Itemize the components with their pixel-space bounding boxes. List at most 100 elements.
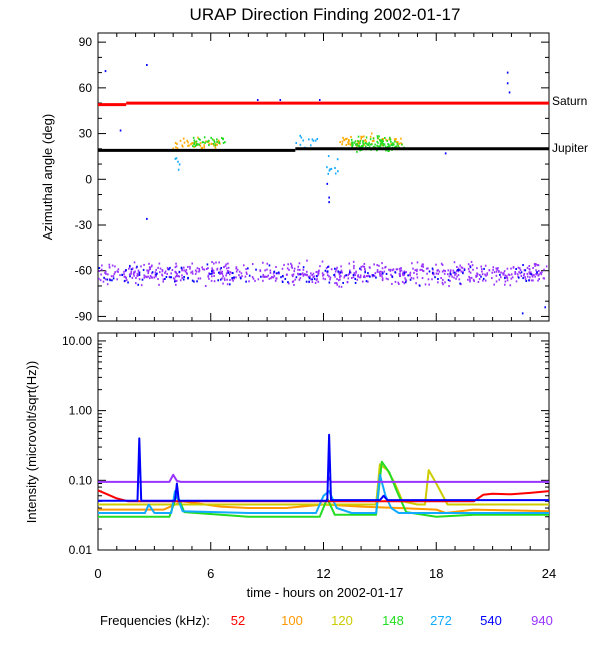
azimuth-point-940 [502, 273, 505, 276]
azimuth-point-940 [254, 279, 256, 282]
azimuth-point-940 [491, 277, 493, 280]
legend-entries: 52 100 120 148 272 540 940 [231, 613, 553, 628]
azimuth-point-540 [463, 269, 466, 272]
azimuth-point-148 [368, 143, 370, 146]
azimuth-point-940 [130, 272, 132, 275]
azimuth-point-940 [526, 272, 529, 275]
azimuth-point-540 [324, 269, 327, 272]
azimuth-point-940 [486, 272, 489, 275]
azimuth-point-940 [208, 272, 210, 275]
azimuth-point-940 [467, 278, 469, 281]
azimuth-point-940 [528, 272, 531, 275]
azimuth-point-940 [281, 267, 284, 270]
azimuth-point-940 [391, 282, 393, 285]
azimuth-point-540 [183, 275, 185, 278]
azimuth-point-940 [498, 278, 501, 281]
azimuth-point-272 [295, 142, 298, 145]
azimuth-point-940 [523, 274, 525, 277]
azimuth-point-940 [215, 261, 217, 264]
azimuth-point-940 [484, 264, 487, 267]
azimuth-point-148 [386, 139, 388, 142]
azimuth-point-940 [226, 283, 229, 286]
azimuth-point-540 [137, 283, 140, 286]
azimuth-point-120 [176, 147, 179, 150]
azimuth-point-940 [175, 283, 177, 286]
azimuth-point-940 [510, 277, 513, 280]
azimuth-point-540 [449, 273, 452, 276]
azimuth-point-940 [262, 273, 265, 276]
azimuth-point-940 [511, 276, 514, 279]
azimuth-point-940 [455, 272, 457, 275]
azimuth-point-940 [315, 270, 318, 273]
azimuth-point-940 [299, 277, 302, 280]
azimuth-point-940 [500, 271, 502, 274]
azimuth-point-940 [133, 271, 135, 274]
azimuth-point-940 [460, 283, 462, 286]
azimuth-point-148 [193, 143, 195, 146]
azimuth-point-940 [310, 272, 312, 275]
azimuth-point-940 [186, 272, 188, 275]
azimuth-point-148 [224, 141, 226, 144]
azimuth-point-148 [381, 142, 383, 145]
azimuth-point-940 [157, 278, 159, 281]
azimuth-point-148 [389, 138, 392, 141]
azimuth-point-272 [299, 134, 302, 137]
azimuth-point-940 [390, 273, 392, 276]
azimuth-point-940 [99, 279, 102, 282]
azimuth-point-940 [355, 271, 357, 274]
azimuth-point-940 [204, 284, 207, 287]
azimuth-point-940 [213, 280, 216, 283]
azimuth-point-148 [195, 140, 198, 143]
azimuth-point-120 [205, 140, 207, 143]
azimuth-point-940 [379, 270, 382, 273]
azimuth-point-940 [313, 275, 315, 278]
azimuth-point-120 [214, 146, 217, 149]
azimuth-point-148 [376, 140, 379, 143]
azimuth-point-940 [100, 268, 103, 271]
azimuth-point-940 [389, 268, 392, 271]
azimuth-point-940 [246, 272, 248, 275]
azimuth-point-540 [106, 278, 109, 281]
azimuth-point-940 [264, 269, 266, 272]
azimuth-point-540 [431, 272, 434, 275]
azimuth-point-940 [354, 274, 357, 277]
azimuth-point-540 [275, 272, 278, 275]
azimuth-point-940 [352, 276, 355, 279]
azimuth-point-540 [136, 265, 138, 268]
azimuth-point-148 [198, 143, 201, 146]
azimuth-point-272 [337, 170, 339, 173]
azimuth-point-540 [504, 276, 506, 279]
azimuth-point-940 [455, 277, 457, 280]
azimuth-point-120 [350, 135, 352, 138]
azimuth-point-940 [225, 263, 227, 266]
azimuth-point-940 [229, 279, 231, 282]
azimuth-point-940 [136, 274, 138, 277]
azimuth-point-940 [519, 269, 522, 272]
azimuth-point-940 [467, 263, 470, 266]
azimuth-point-940 [257, 278, 260, 281]
azimuth-point-940 [137, 269, 140, 272]
azimuth-point-120 [341, 143, 344, 146]
intensity-ytick-label: 10.00 [62, 334, 92, 348]
azimuth-point-940 [194, 269, 197, 272]
azimuth-point-540 [129, 264, 131, 267]
azimuth-point-148 [196, 143, 198, 146]
azimuth-point-940 [131, 276, 134, 279]
azimuth-point-940 [294, 278, 297, 281]
azimuth-point-940 [329, 278, 331, 281]
jupiter-label: Jupiter [552, 141, 588, 155]
azimuth-point-148 [379, 138, 381, 141]
azimuth-point-940 [415, 282, 417, 285]
azimuth-ytick-label: 90 [79, 35, 93, 49]
azimuth-point-940 [269, 269, 272, 272]
azimuth-point-940 [147, 269, 150, 272]
azimuth-point-540 [217, 271, 220, 274]
azimuth-point-272 [334, 172, 337, 175]
azimuth-point-940 [437, 269, 439, 272]
azimuth-point-940 [378, 264, 380, 267]
azimuth-point-940 [346, 280, 349, 283]
azimuth-point-940 [123, 270, 125, 273]
azimuth-point-outliers [508, 91, 511, 94]
azimuth-point-148 [394, 140, 396, 143]
azimuth-point-120 [187, 144, 189, 147]
